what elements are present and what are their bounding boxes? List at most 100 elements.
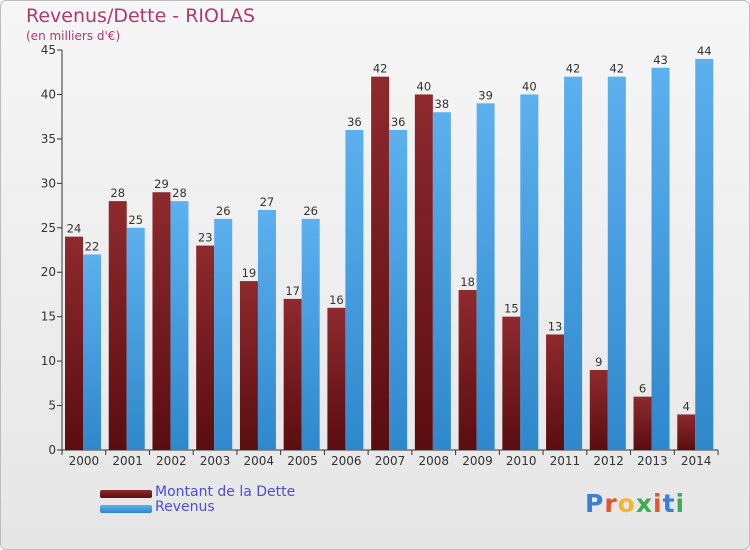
legend-label-debt: Montant de la Dette xyxy=(155,484,296,500)
logo-letter: o xyxy=(617,489,636,518)
chart-value-labels: 2428292319171642401815139642225282627263… xyxy=(67,44,712,414)
value-label: 28 xyxy=(110,186,125,200)
y-tick-label: 45 xyxy=(41,43,56,57)
value-label: 29 xyxy=(154,177,169,191)
value-label: 38 xyxy=(435,97,450,111)
chart-title: Revenus/Dette - RIOLAS xyxy=(26,5,256,27)
logo-letter: i xyxy=(653,489,663,518)
bar-revenue xyxy=(432,112,451,450)
bar-revenue xyxy=(83,254,101,450)
value-label: 13 xyxy=(548,319,563,333)
bar-revenue xyxy=(214,218,233,450)
y-tick-label: 5 xyxy=(48,399,56,413)
bar-debt xyxy=(108,201,127,450)
value-label: 15 xyxy=(504,302,519,316)
bar-revenue xyxy=(345,130,364,450)
bar-revenue xyxy=(651,67,670,451)
logo-letter: i xyxy=(675,489,686,518)
bar-debt xyxy=(502,316,521,450)
bar-debt xyxy=(458,290,477,450)
value-label: 36 xyxy=(347,115,362,129)
value-label: 4 xyxy=(683,399,690,413)
bar-revenue xyxy=(695,58,714,451)
y-tick-label: 40 xyxy=(41,87,56,101)
value-label: 23 xyxy=(198,231,213,245)
value-label: 42 xyxy=(609,62,624,76)
chart-bars xyxy=(65,58,714,451)
x-tick-label: 2004 xyxy=(244,454,275,468)
value-label: 42 xyxy=(373,62,388,76)
bar-debt xyxy=(327,307,346,450)
bar-debt xyxy=(371,76,390,451)
value-label: 18 xyxy=(460,275,475,289)
bar-revenue xyxy=(301,218,320,450)
bar-revenue xyxy=(607,76,626,451)
x-tick-label: 2000 xyxy=(69,454,100,468)
x-tick-label: 2013 xyxy=(637,454,668,468)
value-label: 9 xyxy=(595,355,602,369)
y-tick-label: 10 xyxy=(41,354,56,368)
value-label: 42 xyxy=(566,62,581,76)
value-label: 40 xyxy=(522,79,537,93)
x-tick-label: 2002 xyxy=(156,454,187,468)
proxiti-logo: Proxiti xyxy=(585,489,685,518)
logo-letter: t xyxy=(662,489,676,518)
x-tick-label: 2011 xyxy=(550,454,581,468)
x-tick-label: 2007 xyxy=(375,454,406,468)
bar-revenue xyxy=(476,103,495,450)
bar-debt xyxy=(546,334,565,450)
value-label: 40 xyxy=(417,79,432,93)
y-tick-label: 0 xyxy=(48,443,56,457)
x-tick-label: 2006 xyxy=(331,454,362,468)
x-tick-label: 2014 xyxy=(681,454,712,468)
bar-revenue xyxy=(564,76,583,451)
y-tick-label: 15 xyxy=(41,310,56,324)
value-label: 24 xyxy=(67,222,82,236)
legend-label-revenue: Revenus xyxy=(155,499,215,515)
value-label: 36 xyxy=(391,115,406,129)
bar-debt xyxy=(677,414,696,450)
value-label: 25 xyxy=(128,213,143,227)
x-tick-label: 2010 xyxy=(506,454,537,468)
bar-debt xyxy=(283,298,302,450)
bar-revenue xyxy=(170,201,189,450)
bar-debt xyxy=(152,192,171,450)
y-tick-label: 25 xyxy=(41,221,56,235)
logo-letter: P xyxy=(585,489,605,518)
value-label: 39 xyxy=(478,88,493,102)
y-tick-label: 30 xyxy=(41,176,56,190)
x-tick-label: 2003 xyxy=(200,454,231,468)
x-tick-label: 2005 xyxy=(287,454,318,468)
value-label: 28 xyxy=(172,186,187,200)
x-tick-label: 2012 xyxy=(593,454,624,468)
bar-debt xyxy=(589,370,608,450)
logo-letter: x xyxy=(635,489,653,518)
bar-debt xyxy=(239,281,258,450)
bar-revenue xyxy=(389,130,408,450)
bar-revenue xyxy=(126,227,145,450)
value-label: 16 xyxy=(329,293,344,307)
value-label: 44 xyxy=(697,44,712,58)
legend-swatch-debt xyxy=(100,490,152,498)
y-tick-label: 35 xyxy=(41,132,56,146)
value-label: 19 xyxy=(242,266,257,280)
bar-debt xyxy=(633,396,652,450)
x-tick-label: 2008 xyxy=(418,454,449,468)
bar-revenue xyxy=(257,210,276,450)
bar-debt xyxy=(65,236,83,450)
value-label: 22 xyxy=(85,239,100,253)
value-label: 17 xyxy=(285,284,300,298)
value-label: 6 xyxy=(639,382,646,396)
legend-swatch-revenue xyxy=(100,505,152,513)
bar-debt xyxy=(196,245,215,450)
x-tick-label: 2001 xyxy=(112,454,143,468)
chart-subtitle: (en milliers d'€) xyxy=(26,29,121,43)
logo-letter: r xyxy=(604,489,618,518)
value-label: 43 xyxy=(653,53,668,67)
value-label: 26 xyxy=(303,204,318,218)
y-tick-label: 20 xyxy=(41,265,56,279)
value-label: 27 xyxy=(260,195,275,209)
chart-axes: 0 5 10 15 20 25 30 35 40 45 2000 2001 2002 2003 2004 20… xyxy=(41,43,719,468)
bar-debt xyxy=(414,94,433,450)
